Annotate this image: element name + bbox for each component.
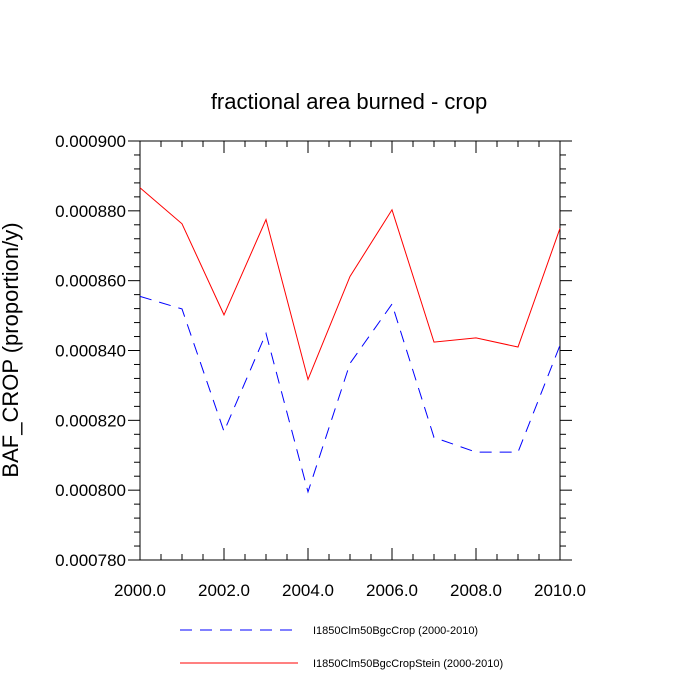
plot-frame bbox=[139, 140, 561, 561]
chart-title: fractional area burned - crop bbox=[211, 89, 487, 114]
y-tick-label: 0.000900 bbox=[55, 132, 126, 151]
y-tick-label: 0.000860 bbox=[55, 272, 126, 291]
y-tick-label: 0.000840 bbox=[55, 342, 126, 361]
x-tick-label: 2000.0 bbox=[114, 581, 166, 600]
series-line-2 bbox=[139, 187, 561, 382]
y-tick-label: 0.000800 bbox=[55, 481, 126, 500]
series-line-1 bbox=[139, 295, 561, 494]
y-tick-label: 0.000880 bbox=[55, 202, 126, 221]
y-tick-label: 0.000820 bbox=[55, 411, 126, 430]
legend-label-2: I1850Clm50BgcCropStein (2000-2010) bbox=[313, 658, 503, 670]
x-tick-label: 2002.0 bbox=[198, 581, 250, 600]
x-tick-label: 2008.0 bbox=[450, 581, 502, 600]
legend-label-1: I1850Clm50BgcCrop (2000-2010) bbox=[313, 625, 478, 637]
y-axis-label: BAF_CROP (proportion/y) bbox=[0, 222, 23, 477]
y-tick-label: 0.000780 bbox=[55, 551, 126, 570]
x-tick-label: 2004.0 bbox=[282, 581, 334, 600]
x-tick-label: 2006.0 bbox=[366, 581, 418, 600]
x-tick-label: 2010.0 bbox=[534, 581, 586, 600]
